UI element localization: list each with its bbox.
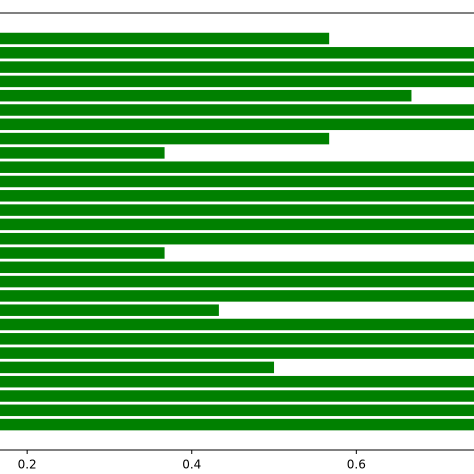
bar bbox=[0, 390, 474, 402]
bar bbox=[0, 147, 165, 159]
bar bbox=[0, 290, 474, 302]
bar bbox=[0, 247, 165, 259]
bar bbox=[0, 47, 474, 59]
plot-area bbox=[0, 32, 474, 431]
bar bbox=[0, 375, 474, 388]
bar bbox=[0, 333, 474, 345]
x-tick-label: 0.6 bbox=[347, 458, 366, 472]
bar bbox=[0, 89, 412, 102]
bar bbox=[0, 218, 474, 231]
x-tick-label: 0.4 bbox=[182, 458, 201, 472]
bar bbox=[0, 232, 474, 245]
bar bbox=[0, 118, 474, 131]
bar bbox=[0, 175, 474, 188]
bar bbox=[0, 347, 474, 359]
bar bbox=[0, 404, 474, 417]
bar bbox=[0, 304, 219, 316]
bar bbox=[0, 32, 330, 45]
bar bbox=[0, 261, 474, 274]
bar bbox=[0, 104, 474, 116]
bar bbox=[0, 361, 275, 374]
bar bbox=[0, 190, 474, 202]
bar bbox=[0, 318, 474, 331]
bar bbox=[0, 132, 330, 145]
bar bbox=[0, 418, 474, 431]
bar bbox=[0, 75, 474, 88]
bar bbox=[0, 161, 474, 173]
x-tick-label: 0.2 bbox=[18, 458, 37, 472]
bar bbox=[0, 275, 474, 288]
bar bbox=[0, 204, 474, 216]
bar bbox=[0, 61, 474, 73]
